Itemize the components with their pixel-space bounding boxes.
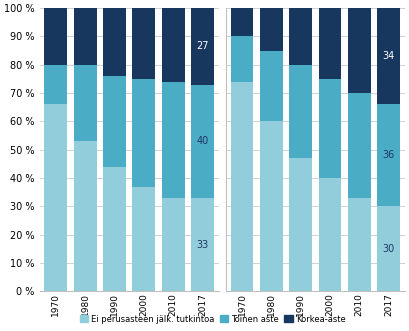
Legend: Ei perusasteen jälk. tutkintoa, Toinen aste, Korkea-aste: Ei perusasteen jälk. tutkintoa, Toinen a… (76, 311, 349, 327)
Bar (103, 167, 126, 291)
Bar (377, 206, 400, 291)
Bar (260, 51, 283, 121)
Bar (348, 198, 371, 291)
Bar (260, 121, 283, 291)
Bar (348, 8, 371, 93)
Bar (103, 8, 126, 76)
Bar (191, 198, 214, 291)
Bar (348, 93, 371, 198)
Bar (191, 8, 214, 85)
Text: 34: 34 (382, 51, 395, 61)
Bar (319, 79, 342, 178)
Bar (231, 36, 254, 82)
Bar (103, 76, 126, 167)
Bar (44, 104, 67, 291)
Bar (319, 8, 342, 79)
Bar (133, 79, 155, 187)
Bar (74, 65, 97, 141)
Bar (162, 82, 184, 198)
Bar (162, 8, 184, 82)
Bar (74, 8, 97, 65)
Bar (289, 8, 312, 65)
Bar (377, 8, 400, 104)
Bar (377, 104, 400, 206)
Bar (260, 8, 283, 51)
Bar (74, 141, 97, 291)
Bar (191, 85, 214, 198)
Bar (44, 65, 67, 104)
Bar (133, 187, 155, 291)
Text: 36: 36 (382, 150, 395, 161)
Bar (289, 65, 312, 158)
Text: 30: 30 (382, 244, 395, 254)
Bar (231, 8, 254, 36)
Text: 40: 40 (196, 136, 209, 146)
Bar (162, 198, 184, 291)
Bar (133, 8, 155, 79)
Bar (289, 158, 312, 291)
Text: 27: 27 (196, 41, 209, 51)
Bar (319, 178, 342, 291)
Bar (231, 82, 254, 291)
Text: 33: 33 (196, 240, 209, 250)
Bar (44, 8, 67, 65)
